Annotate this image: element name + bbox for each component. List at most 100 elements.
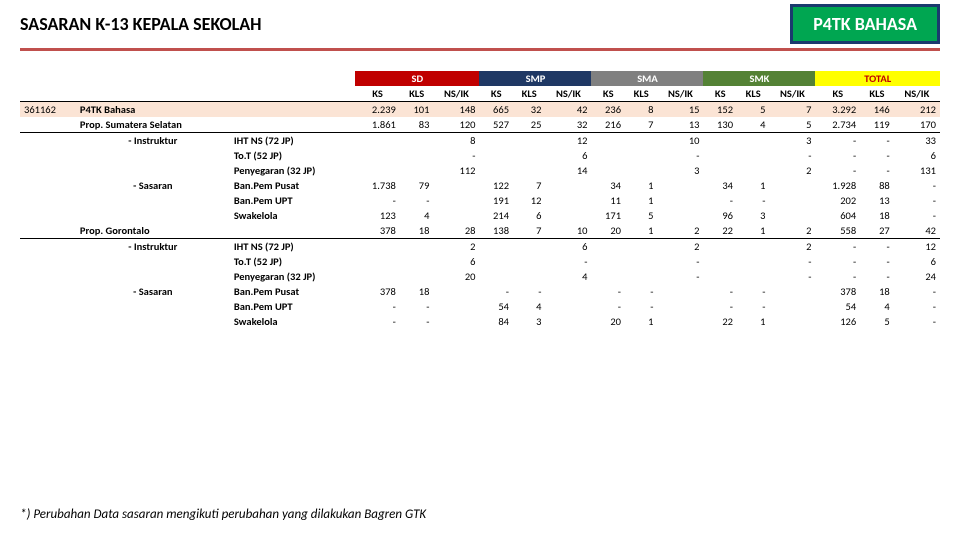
cell: 361162 [20, 102, 76, 118]
cell: 6 [894, 254, 940, 269]
cell [703, 163, 737, 178]
cell: 20 [433, 269, 479, 284]
cell: 96 [703, 208, 737, 223]
cell: 2 [769, 223, 815, 239]
cell: 123 [355, 208, 400, 223]
cell: 3 [737, 208, 769, 223]
cell [545, 284, 591, 299]
cell: IHT NS (72 JP) [230, 133, 355, 149]
cell [76, 148, 230, 163]
cell: 171 [591, 208, 625, 223]
cell [355, 163, 400, 178]
cell [433, 284, 479, 299]
cell: - [625, 284, 657, 299]
cell: - Sasaran [76, 284, 230, 299]
cell [20, 299, 76, 314]
cell: 18 [400, 284, 434, 299]
cell: - [769, 254, 815, 269]
cell: 24 [894, 269, 940, 284]
cell: 13 [657, 117, 703, 133]
cell [433, 299, 479, 314]
col-sub: KS [479, 86, 513, 102]
cell: 12 [545, 133, 591, 149]
cell [591, 269, 625, 284]
cell [230, 102, 355, 118]
cell: 15 [657, 102, 703, 118]
cell: To.T (52 JP) [230, 254, 355, 269]
cell: 212 [894, 102, 940, 118]
cell: - [479, 284, 513, 299]
cell: 1 [625, 193, 657, 208]
cell: - [769, 269, 815, 284]
cell: - [860, 133, 894, 149]
cell: 3.292 [815, 102, 860, 118]
cell: 54 [815, 299, 860, 314]
table-row: Prop. Gorontalo3781828138710201222125582… [20, 223, 940, 239]
cell: 7 [769, 102, 815, 118]
cell: 22 [703, 314, 737, 329]
cell: - [703, 299, 737, 314]
cell [20, 163, 76, 178]
cell: 28 [433, 223, 479, 239]
cell: 1 [737, 178, 769, 193]
cell: 18 [860, 208, 894, 223]
cell: 1 [625, 314, 657, 329]
cell: 122 [479, 178, 513, 193]
col-sub: KLS [625, 86, 657, 102]
cell [20, 223, 76, 239]
cell [76, 269, 230, 284]
cell: Ban.Pem UPT [230, 299, 355, 314]
cell: 88 [860, 178, 894, 193]
cell: 25 [513, 117, 545, 133]
cell [591, 254, 625, 269]
cell: 4 [860, 299, 894, 314]
cell [513, 269, 545, 284]
cell [657, 208, 703, 223]
cell [545, 193, 591, 208]
col-sub: KLS [400, 86, 434, 102]
cell: 1.928 [815, 178, 860, 193]
cell [591, 239, 625, 255]
cell: 22 [703, 223, 737, 239]
cell: 2 [769, 163, 815, 178]
cell [20, 284, 76, 299]
cell [657, 178, 703, 193]
cell: 1 [737, 314, 769, 329]
cell: - [737, 193, 769, 208]
col-group: SMA [591, 71, 703, 86]
cell: 126 [815, 314, 860, 329]
cell [513, 148, 545, 163]
cell: 4 [545, 269, 591, 284]
cell: 1.861 [355, 117, 400, 133]
cell: 378 [815, 284, 860, 299]
cell: 83 [400, 117, 434, 133]
table-head: SDSMPSMASMKTOTALKSKLSNS/IKKSKLSNS/IKKSKL… [20, 71, 940, 102]
cell [355, 148, 400, 163]
cell [20, 314, 76, 329]
cell [355, 269, 400, 284]
cell: 2.734 [815, 117, 860, 133]
cell: 4 [513, 299, 545, 314]
cell: - [815, 133, 860, 149]
cell: 5 [860, 314, 894, 329]
cell: 1.738 [355, 178, 400, 193]
table-row: Ban.Pem UPT--19112111--20213- [20, 193, 940, 208]
table-row: Prop. Sumatera Selatan1.8618312052725322… [20, 117, 940, 133]
cell: - [513, 284, 545, 299]
cell: 20 [591, 314, 625, 329]
cell: 101 [400, 102, 434, 118]
cell: 12 [513, 193, 545, 208]
cell: 6 [433, 254, 479, 269]
cell: 8 [433, 133, 479, 149]
cell: 10 [657, 133, 703, 149]
cell [355, 239, 400, 255]
cell: Ban.Pem Pusat [230, 178, 355, 193]
cell [625, 269, 657, 284]
cell: 54 [479, 299, 513, 314]
cell: - [400, 314, 434, 329]
cell: - [657, 254, 703, 269]
cell [591, 163, 625, 178]
cell: - [625, 299, 657, 314]
cell [355, 133, 400, 149]
cell [20, 239, 76, 255]
